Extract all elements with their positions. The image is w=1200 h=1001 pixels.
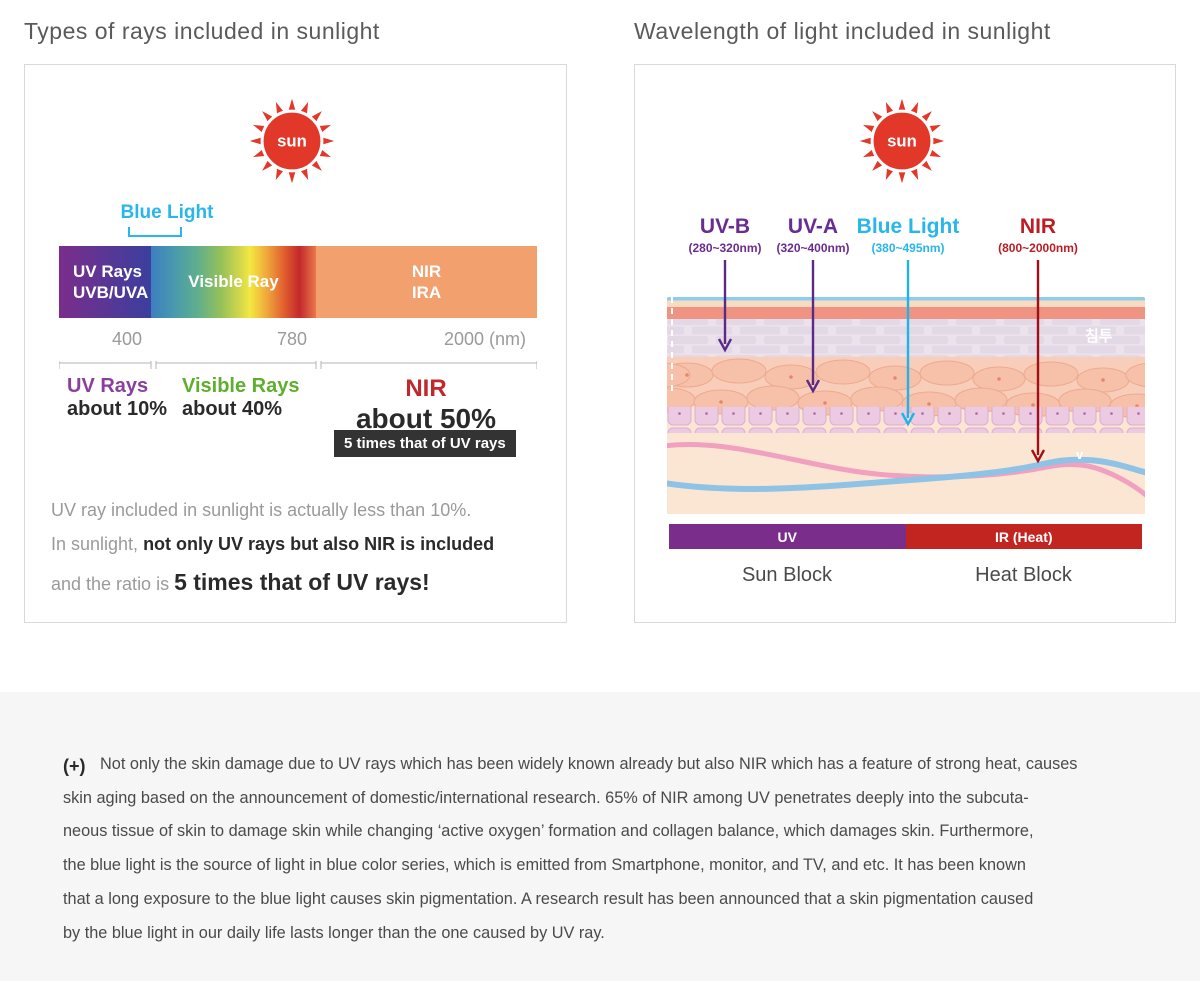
svg-text:sun: sun	[277, 131, 307, 150]
svg-text:sun: sun	[887, 131, 917, 150]
